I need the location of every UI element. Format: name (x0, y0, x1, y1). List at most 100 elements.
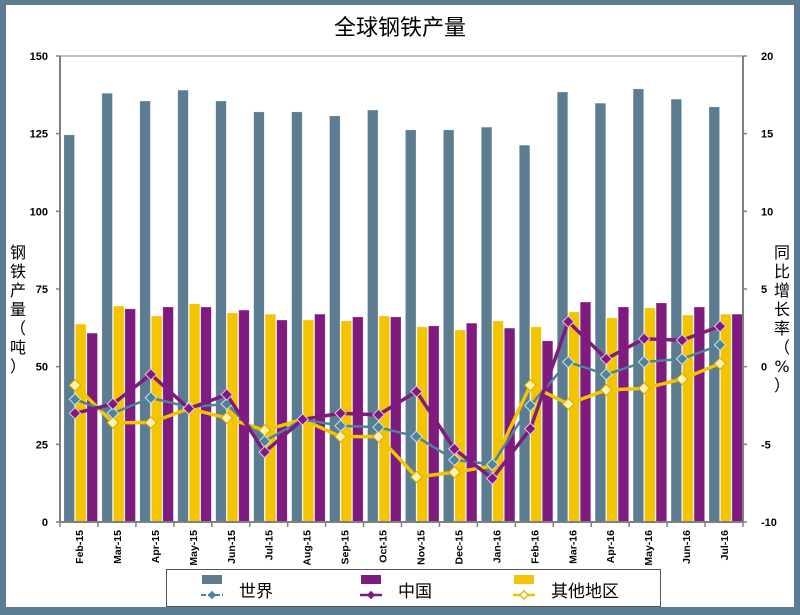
line-other-marker (372, 430, 385, 443)
line-world-marker (637, 355, 651, 369)
x-tick-label: Feb-16 (529, 530, 541, 564)
line-china-marker (599, 352, 613, 366)
line-world (74, 343, 721, 466)
line-other-marker (561, 397, 575, 411)
legend-china-line-swatch (360, 590, 382, 600)
line-world-marker (448, 453, 461, 467)
line-china-marker (523, 422, 537, 436)
line-china-marker (258, 445, 272, 459)
y-axis-left-label: 钢铁产量（吨） (9, 243, 26, 376)
bar-world (708, 106, 720, 523)
bar-china (693, 306, 705, 523)
bar-other (492, 320, 504, 523)
bar-world (329, 115, 341, 523)
line-other-marker (106, 416, 120, 429)
bar-china (124, 308, 136, 523)
line-other-marker (68, 378, 82, 392)
bar-world (519, 144, 531, 523)
line-china-marker (448, 442, 461, 456)
x-tick-label: Aug-15 (302, 530, 314, 566)
x-tick-label: Jul-15 (264, 530, 276, 561)
line-world-marker (258, 434, 272, 448)
bar-china (86, 332, 98, 523)
line-other-marker (258, 423, 272, 437)
line-other-marker (713, 357, 727, 370)
x-tick-label: Mar-15 (112, 530, 124, 564)
x-tick-label: Mar-16 (567, 530, 579, 564)
line-world-marker (599, 368, 613, 381)
bar-other (606, 317, 618, 523)
x-tick-label: Apr-15 (150, 530, 162, 563)
bar-china (352, 316, 364, 523)
line-china-marker (713, 319, 727, 333)
y-right-tick-label: 15 (761, 129, 773, 141)
bar-other (682, 314, 694, 523)
line-world-marker (485, 458, 499, 471)
line-other-marker (675, 372, 689, 386)
x-tick-label: May-16 (643, 530, 655, 566)
y-left-tick-label: 0 (42, 517, 48, 529)
line-world-marker (68, 392, 82, 406)
line-china-marker (182, 402, 196, 415)
line-china-marker (637, 332, 651, 346)
x-tick-label: Oct-15 (378, 530, 390, 563)
line-china-marker (485, 472, 499, 485)
line-other-marker (448, 465, 461, 479)
line-other-marker (523, 378, 537, 392)
y-right-tick-label: 20 (761, 51, 773, 63)
bar-china (655, 302, 667, 523)
line-other-marker (599, 383, 613, 397)
line-world-marker (561, 355, 575, 369)
bar-world (367, 109, 379, 523)
legend-world-bar-swatch (202, 575, 222, 584)
line-world-marker (106, 406, 120, 420)
y-right-tick-label: 5 (761, 284, 767, 296)
line-china (74, 319, 721, 481)
legend-china-label: 中国 (398, 582, 432, 602)
legend-china-bar-swatch (361, 575, 381, 584)
y-left-tick-label: 150 (30, 51, 48, 63)
line-china-marker (561, 315, 575, 328)
bar-other (75, 323, 87, 523)
x-tick-label: May-15 (188, 530, 200, 566)
line-china-marker (220, 388, 234, 401)
x-tick-label: Jun-16 (681, 530, 693, 564)
y-right-tick-label: -5 (761, 439, 771, 451)
bar-world (670, 98, 682, 523)
x-tick-label: Apr-16 (605, 530, 617, 563)
legend-other-label: 其他地区 (551, 582, 619, 602)
x-tick-label: Sep-15 (340, 530, 352, 565)
line-world-marker (144, 391, 158, 405)
x-tick-label: Jan-16 (491, 530, 503, 563)
line-other-marker (334, 430, 347, 443)
x-tick-label: Feb-15 (74, 530, 86, 564)
line-china-marker (106, 397, 120, 411)
line-china-marker (144, 368, 158, 381)
x-tick-label: Jul-16 (719, 530, 731, 561)
legend-other-line-swatch (513, 590, 535, 600)
legend-other-bar-swatch (514, 575, 534, 584)
line-other-marker (410, 470, 423, 484)
bar-china (390, 316, 402, 523)
x-tick-label: Nov-15 (415, 530, 427, 565)
y-left-tick-label: 75 (36, 284, 48, 296)
bar-other (189, 303, 201, 523)
line-other-marker (637, 382, 651, 395)
y-left-tick-label: 125 (30, 129, 48, 141)
bar-other (416, 326, 428, 523)
bar-other (454, 329, 466, 523)
bar-world (215, 100, 227, 523)
line-world-marker (334, 419, 347, 433)
bar-world (556, 91, 569, 523)
line-china-marker (296, 413, 310, 426)
line-world-marker (713, 338, 727, 352)
bar-world (101, 92, 113, 523)
line-world-marker (675, 352, 689, 366)
y-left-tick-label: 50 (36, 362, 48, 374)
line-world-marker (523, 399, 537, 412)
y-right-tick-label: -10 (761, 517, 777, 529)
bar-world (63, 134, 75, 523)
line-other-marker (220, 411, 234, 425)
y-right-tick-label: 10 (761, 206, 773, 218)
